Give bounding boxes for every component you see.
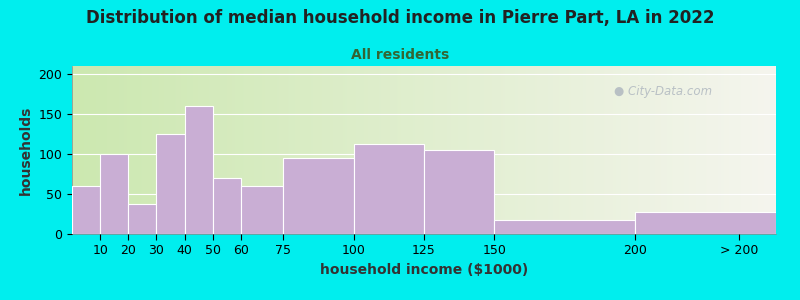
Bar: [241, 186, 283, 234]
Bar: [424, 150, 494, 234]
Text: ● City-Data.com: ● City-Data.com: [614, 85, 712, 98]
Bar: [100, 154, 128, 234]
Bar: [72, 186, 100, 234]
Bar: [128, 204, 157, 234]
X-axis label: household income ($1000): household income ($1000): [320, 263, 528, 277]
Bar: [213, 178, 241, 234]
Text: Distribution of median household income in Pierre Part, LA in 2022: Distribution of median household income …: [86, 9, 714, 27]
Bar: [283, 158, 354, 234]
Bar: [354, 144, 424, 234]
Y-axis label: households: households: [19, 105, 33, 195]
Bar: [635, 212, 776, 234]
Text: All residents: All residents: [351, 48, 449, 62]
Bar: [494, 220, 635, 234]
Bar: [157, 134, 185, 234]
Bar: [185, 106, 213, 234]
